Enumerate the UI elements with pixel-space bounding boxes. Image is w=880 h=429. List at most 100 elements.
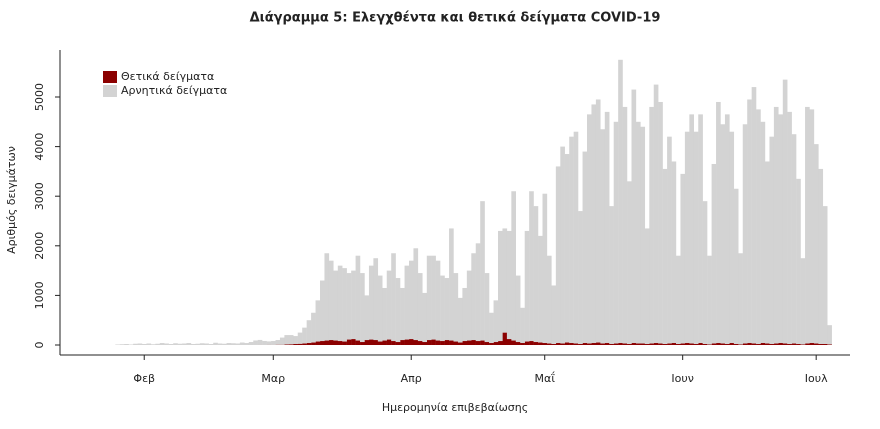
bar	[515, 275, 521, 343]
y-tick-label: 5000	[33, 83, 46, 111]
bar	[471, 340, 476, 345]
bar	[684, 131, 690, 344]
bar	[671, 343, 677, 345]
bar	[560, 343, 565, 345]
bar	[155, 343, 160, 345]
bar	[279, 337, 285, 345]
bar	[600, 343, 605, 345]
bar	[506, 339, 512, 345]
bar	[271, 341, 276, 345]
bar	[742, 343, 748, 345]
bar	[773, 343, 779, 345]
bar	[609, 206, 614, 345]
bar	[320, 341, 325, 345]
bar	[805, 106, 810, 344]
bar	[324, 340, 330, 345]
bar	[511, 340, 516, 345]
bar	[760, 121, 766, 344]
bar	[827, 325, 832, 345]
bar	[604, 111, 610, 344]
bar	[533, 206, 539, 343]
bar	[702, 201, 708, 345]
bar	[769, 344, 775, 345]
bar	[600, 129, 605, 344]
bar	[502, 332, 508, 345]
legend-label: Αρνητικά δείγματα	[121, 84, 227, 97]
bar	[226, 343, 232, 345]
bar	[199, 343, 205, 345]
bar	[658, 101, 663, 344]
bar	[364, 340, 370, 345]
bar	[404, 265, 410, 340]
bar	[805, 343, 810, 345]
bar	[653, 343, 659, 345]
bar	[466, 340, 472, 345]
bar	[480, 340, 485, 345]
bar	[818, 344, 824, 345]
y-axis-label: Αριθμός δειγμάτων	[5, 146, 18, 254]
bar	[640, 343, 646, 345]
bar	[480, 201, 485, 341]
bar	[822, 344, 828, 345]
bar	[328, 260, 334, 341]
bar	[182, 343, 187, 345]
bar	[413, 340, 419, 345]
bar	[453, 341, 459, 345]
y-tick-label: 4000	[33, 133, 46, 161]
bar	[662, 344, 668, 345]
bar	[778, 343, 783, 345]
bar	[671, 161, 677, 344]
bar	[208, 344, 214, 345]
bar	[578, 344, 583, 345]
bar	[538, 342, 543, 345]
bar	[248, 342, 254, 345]
bar	[417, 341, 423, 345]
bar	[417, 273, 423, 342]
bar	[159, 343, 165, 345]
bar	[822, 206, 828, 345]
bar	[506, 230, 512, 340]
bar	[613, 343, 619, 345]
bar	[493, 300, 499, 343]
bar	[395, 278, 401, 343]
bar	[582, 151, 588, 344]
bar	[711, 343, 717, 345]
bar	[204, 343, 209, 345]
bar	[173, 343, 178, 345]
bar	[333, 340, 338, 345]
bar	[813, 144, 819, 344]
bar	[591, 343, 597, 345]
bar	[368, 265, 374, 340]
bar	[484, 273, 490, 343]
bar	[555, 343, 561, 345]
bar	[311, 342, 316, 345]
bar	[711, 163, 717, 344]
bar	[360, 273, 365, 343]
bar	[382, 287, 387, 341]
x-tick-label: Ιουν	[671, 372, 693, 385]
bar	[400, 287, 405, 341]
bar	[729, 131, 735, 344]
bar	[818, 168, 824, 345]
bar	[667, 343, 672, 345]
bar	[742, 124, 748, 344]
bar	[569, 343, 574, 345]
bar	[444, 340, 450, 345]
bar	[778, 114, 783, 344]
bar	[796, 344, 801, 345]
x-tick-label: Μαρ	[261, 372, 285, 385]
bar	[729, 343, 735, 345]
bar	[587, 343, 592, 345]
bar	[293, 336, 298, 345]
bar	[555, 166, 561, 344]
bar	[502, 228, 508, 333]
bar	[658, 343, 663, 345]
bar	[724, 114, 730, 345]
bar	[471, 253, 476, 341]
bar	[560, 146, 565, 344]
bar	[791, 134, 797, 344]
bar	[475, 243, 481, 342]
bar	[137, 343, 143, 345]
bar	[595, 99, 601, 343]
bar	[520, 307, 525, 344]
